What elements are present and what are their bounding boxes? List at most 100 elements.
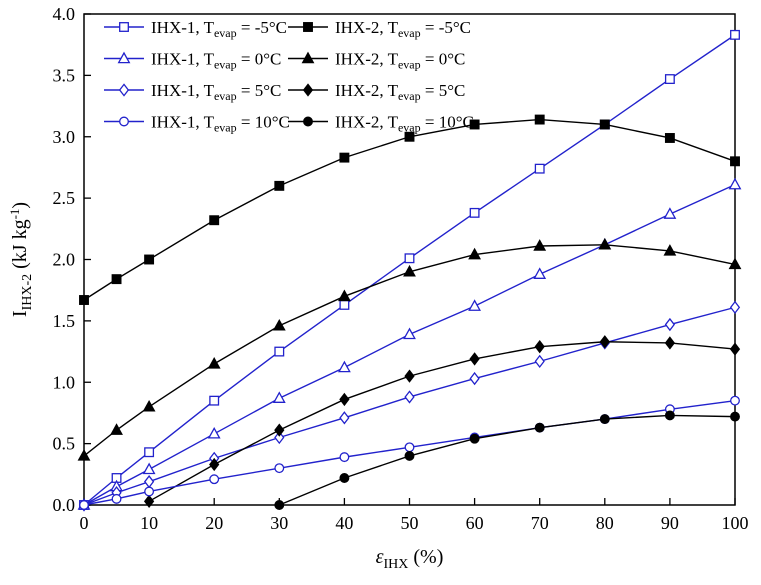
- circle-marker: [111, 493, 122, 504]
- legend-label: IHX-1, Tevap = 10°C: [151, 113, 290, 135]
- triangle-marker: [468, 247, 482, 260]
- circle-marker: [469, 433, 480, 444]
- diamond-marker: [404, 390, 415, 404]
- square-marker: [339, 299, 350, 310]
- diamond-marker: [118, 83, 130, 97]
- legend-label: IHX-1, Tevap = 0°C: [151, 50, 281, 72]
- triangle-marker: [337, 360, 351, 373]
- y-tick-label: 3.5: [53, 65, 76, 85]
- legend-label: IHX-1, Tevap = 5°C: [151, 81, 281, 103]
- legend-entry: IHX-2, Tevap = 0°C: [288, 50, 465, 72]
- circle-marker: [303, 116, 313, 127]
- triangle-marker: [598, 237, 612, 250]
- diamond-marker: [469, 371, 480, 386]
- diamond-marker: [729, 300, 741, 315]
- legend-entry: IHX-2, Tevap = 5°C: [288, 81, 465, 103]
- circle-marker: [119, 116, 129, 127]
- legend-entry: IHX-1, Tevap = 5°C: [104, 81, 281, 103]
- circle-marker: [404, 450, 415, 461]
- triangle-marker: [117, 51, 131, 64]
- triangle-marker: [337, 289, 351, 302]
- series-0: [79, 29, 740, 510]
- legend-entry: IHX-1, Tevap = -5°C: [104, 18, 287, 40]
- x-tick-label: 20: [205, 513, 223, 533]
- circle-marker: [274, 500, 285, 510]
- y-tick-label: 1.0: [53, 372, 76, 392]
- circle-marker: [339, 452, 350, 463]
- triangle-marker: [301, 51, 315, 64]
- triangle-marker: [77, 449, 91, 461]
- circle-marker: [599, 414, 610, 425]
- diamond-marker: [404, 369, 415, 383]
- square-marker: [730, 156, 740, 167]
- x-tick-label: 0: [80, 513, 89, 533]
- diamond-marker: [209, 457, 220, 472]
- series-line: [83, 183, 736, 506]
- y-tick-label: 3.0: [53, 127, 76, 147]
- square-marker: [209, 215, 220, 226]
- circle-marker: [534, 422, 545, 433]
- triangle-marker: [663, 207, 677, 219]
- triangle-marker: [272, 391, 286, 403]
- square-marker: [599, 119, 610, 130]
- series-line: [83, 34, 736, 506]
- circle-marker: [730, 395, 740, 406]
- diamond-marker: [143, 475, 155, 489]
- legend-entry: IHX-2, Tevap = 10°C: [288, 113, 474, 135]
- legend-entry: IHX-2, Tevap = -5°C: [288, 18, 471, 40]
- series-1: [79, 114, 740, 305]
- x-tick-label: 60: [466, 513, 484, 533]
- x-tick-label: 70: [531, 513, 549, 533]
- legend: IHX-1, Tevap = -5°C IHX-2, Tevap = -5°C IH…: [104, 18, 474, 135]
- y-tick-label: 1.5: [53, 311, 76, 331]
- triangle-marker: [728, 177, 742, 190]
- circle-marker: [274, 463, 285, 474]
- x-tick-label: 80: [596, 513, 614, 533]
- x-tick-label: 90: [661, 513, 679, 533]
- triangle-marker: [468, 299, 482, 311]
- square-marker: [144, 254, 155, 265]
- square-marker: [274, 180, 285, 191]
- y-tick-label: 0.0: [53, 495, 76, 515]
- triangle-marker: [207, 426, 221, 439]
- series-line: [83, 399, 736, 506]
- axes: 0 10 20 30 40 50 60 70 80 90 100 0.0 0.5 1.0 1.5 2.0 2.5…: [53, 4, 749, 533]
- diamond-marker: [302, 83, 314, 97]
- diamond-marker: [664, 317, 676, 332]
- triangle-marker: [728, 257, 742, 270]
- series-line: [83, 306, 736, 506]
- legend-label: IHX-2, Tevap = -5°C: [335, 18, 471, 40]
- legend-label: IHX-2, Tevap = 5°C: [335, 81, 465, 103]
- square-marker: [534, 114, 545, 125]
- circle-marker: [144, 486, 155, 497]
- x-tick-label: 40: [335, 513, 353, 533]
- y-tick-label: 2.0: [53, 250, 76, 270]
- triangle-marker: [403, 327, 416, 340]
- diamond-marker: [274, 423, 285, 437]
- legend-label: IHX-2, Tevap = 10°C: [335, 113, 474, 135]
- legend-entry: IHX-1, Tevap = 0°C: [104, 50, 281, 72]
- triangle-marker: [272, 318, 286, 331]
- square-marker: [274, 346, 285, 357]
- square-marker: [144, 447, 155, 458]
- diamond-marker: [469, 352, 480, 366]
- legend-label: IHX-2, Tevap = 0°C: [335, 50, 465, 72]
- triangle-marker: [207, 356, 221, 369]
- triangle-marker: [533, 239, 547, 251]
- triangle-marker: [533, 267, 547, 279]
- circle-marker: [339, 473, 350, 483]
- x-tick-label: 30: [270, 513, 288, 533]
- square-marker: [79, 295, 89, 305]
- diamond-marker: [274, 430, 285, 445]
- series-2: [77, 177, 742, 510]
- square-marker: [404, 131, 415, 142]
- x-tick-label: 100: [722, 513, 749, 533]
- triangle-marker: [142, 399, 156, 412]
- x-axis-label: εIHX (%): [376, 546, 444, 572]
- square-marker: [404, 253, 415, 264]
- square-marker: [730, 29, 740, 40]
- triangle-marker: [403, 264, 416, 277]
- diamond-marker: [729, 342, 741, 356]
- triangle-marker: [663, 244, 677, 256]
